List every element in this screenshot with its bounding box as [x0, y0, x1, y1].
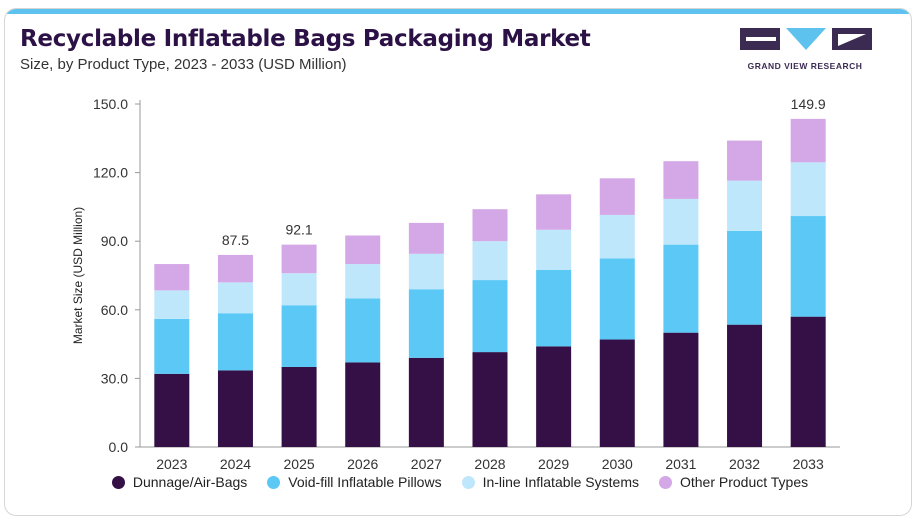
legend-label: In-line Inflatable Systems — [482, 474, 639, 490]
bar-void-fill-inflatable-pillows-2023 — [154, 318, 190, 374]
legend-swatch — [267, 475, 281, 489]
data-label-2025: 92.1 — [285, 222, 312, 238]
chart-subtitle: Size, by Product Type, 2023 - 2033 (USD … — [20, 56, 347, 73]
legend-item: Void-fill Inflatable Pillows — [267, 474, 442, 490]
bar-other-product-types-2031 — [663, 161, 699, 199]
data-label-2033: 149.9 — [791, 96, 826, 112]
bar-other-product-types-2028 — [472, 209, 508, 242]
bar-in-line-inflatable-systems-2031 — [663, 198, 699, 245]
y-axis-label: Market Size (USD Million) — [71, 207, 85, 344]
bar-in-line-inflatable-systems-2026 — [345, 264, 381, 299]
logo-text: GRAND VIEW RESEARCH — [747, 61, 863, 71]
bar-other-product-types-2026 — [345, 235, 381, 265]
x-tick-label: 2030 — [602, 456, 633, 472]
bar-dunnage-air-bags-2033 — [790, 316, 826, 447]
accent-bar — [5, 9, 911, 14]
y-tick-label: 120.0 — [93, 165, 128, 181]
bar-in-line-inflatable-systems-2028 — [472, 241, 508, 281]
bar-dunnage-air-bags-2030 — [599, 339, 635, 447]
legend-swatch — [658, 475, 672, 489]
bar-void-fill-inflatable-pillows-2026 — [345, 298, 381, 363]
bar-void-fill-inflatable-pillows-2031 — [663, 244, 699, 333]
bar-in-line-inflatable-systems-2032 — [727, 180, 763, 231]
bar-other-product-types-2029 — [536, 194, 572, 230]
x-tick-label: 2025 — [284, 456, 315, 472]
bar-dunnage-air-bags-2026 — [345, 362, 381, 447]
bar-dunnage-air-bags-2032 — [727, 324, 763, 447]
bar-void-fill-inflatable-pillows-2033 — [790, 216, 826, 317]
bar-void-fill-inflatable-pillows-2027 — [408, 289, 444, 358]
bar-in-line-inflatable-systems-2030 — [599, 214, 635, 259]
bar-dunnage-air-bags-2029 — [536, 346, 572, 447]
x-tick-label: 2029 — [538, 456, 569, 472]
bar-dunnage-air-bags-2025 — [281, 366, 317, 447]
legend-item: Dunnage/Air-Bags — [111, 474, 248, 490]
bar-dunnage-air-bags-2023 — [154, 373, 190, 447]
legend-swatch — [111, 475, 125, 489]
data-label-2024: 87.5 — [222, 232, 249, 248]
x-tick-label: 2028 — [474, 456, 505, 472]
legend-label: Void-fill Inflatable Pillows — [288, 474, 442, 490]
x-tick-label: 2024 — [220, 456, 251, 472]
x-tick-label: 2026 — [347, 456, 378, 472]
bar-in-line-inflatable-systems-2027 — [408, 253, 444, 290]
bar-in-line-inflatable-systems-2024 — [217, 282, 253, 314]
logo-mark-icon — [740, 28, 872, 50]
bar-void-fill-inflatable-pillows-2029 — [536, 269, 572, 347]
bar-void-fill-inflatable-pillows-2030 — [599, 258, 635, 340]
bar-void-fill-inflatable-pillows-2024 — [217, 313, 253, 371]
bar-in-line-inflatable-systems-2025 — [281, 273, 317, 306]
bar-in-line-inflatable-systems-2023 — [154, 290, 190, 319]
y-tick-label: 30.0 — [101, 370, 128, 386]
bar-void-fill-inflatable-pillows-2028 — [472, 280, 508, 353]
x-tick-label: 2031 — [665, 456, 696, 472]
bar-other-product-types-2030 — [599, 178, 635, 215]
bar-dunnage-air-bags-2027 — [408, 357, 444, 447]
bar-other-product-types-2024 — [217, 254, 253, 283]
legend-label: Dunnage/Air-Bags — [132, 474, 248, 490]
legend-swatch — [461, 475, 475, 489]
x-tick-label: 2027 — [411, 456, 442, 472]
bar-void-fill-inflatable-pillows-2032 — [727, 230, 763, 325]
legend-item: In-line Inflatable Systems — [461, 474, 639, 490]
bar-dunnage-air-bags-2028 — [472, 352, 508, 447]
chart-title: Recyclable Inflatable Bags Packaging Mar… — [20, 26, 591, 52]
y-tick-label: 0.0 — [109, 439, 129, 455]
bar-other-product-types-2025 — [281, 244, 317, 274]
grand-view-research-logo: GRAND VIEW RESEARCH — [720, 26, 890, 74]
bar-in-line-inflatable-systems-2033 — [790, 162, 826, 217]
bar-dunnage-air-bags-2024 — [217, 370, 253, 447]
bar-other-product-types-2027 — [408, 222, 444, 254]
y-tick-label: 150.0 — [93, 96, 128, 112]
y-tick-label: 60.0 — [101, 302, 128, 318]
bar-other-product-types-2033 — [790, 118, 826, 163]
bar-other-product-types-2032 — [727, 140, 763, 181]
x-tick-label: 2033 — [793, 456, 824, 472]
bar-dunnage-air-bags-2031 — [663, 332, 699, 447]
legend-label: Other Product Types — [679, 474, 809, 490]
legend-item: Other Product Types — [658, 474, 809, 490]
bar-other-product-types-2023 — [154, 264, 190, 291]
bar-void-fill-inflatable-pillows-2025 — [281, 305, 317, 367]
x-tick-label: 2023 — [156, 456, 187, 472]
bar-in-line-inflatable-systems-2029 — [536, 229, 572, 270]
y-tick-label: 90.0 — [101, 233, 128, 249]
chart-legend: Dunnage/Air-Bags Void-fill Inflatable Pil… — [0, 474, 920, 490]
x-tick-label: 2032 — [729, 456, 760, 472]
